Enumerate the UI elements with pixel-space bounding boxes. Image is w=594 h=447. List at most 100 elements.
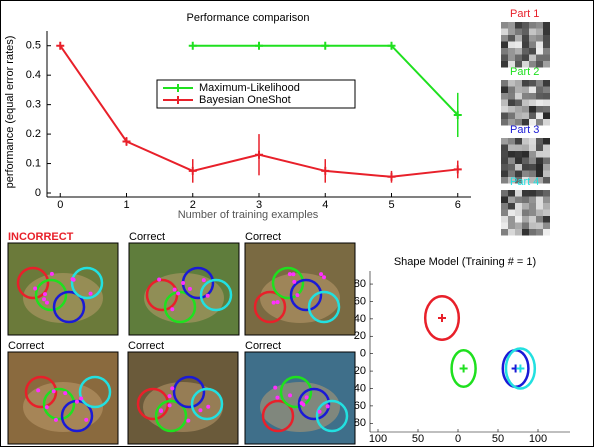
patch-pixel xyxy=(543,203,550,210)
feature-dot xyxy=(181,281,185,285)
example-label: Correct xyxy=(245,231,281,243)
patch-pixel xyxy=(515,42,522,49)
patch-pixel xyxy=(543,93,550,100)
patch-pixel xyxy=(501,164,508,171)
y-tick-label: 0 xyxy=(360,348,366,360)
patch-pixel xyxy=(536,113,543,120)
patch-pixel xyxy=(543,210,550,217)
x-tick-label: 1 xyxy=(123,199,129,211)
patch-pixel xyxy=(543,42,550,49)
patch-pixel xyxy=(501,100,508,107)
patch-pixel xyxy=(543,164,550,171)
patch-pixel xyxy=(543,151,550,158)
feature-dot xyxy=(63,391,67,395)
feature-dot xyxy=(89,292,93,296)
feature-dot xyxy=(319,272,323,276)
patch-pixel xyxy=(543,145,550,152)
y-tick-label: 80 xyxy=(354,417,366,429)
feature-dot xyxy=(275,396,279,400)
x-tick-label: 100 xyxy=(369,433,387,445)
patch-pixel xyxy=(543,106,550,113)
figure: Performance comparisonNumber of training… xyxy=(0,0,594,447)
patch-pixel xyxy=(529,164,536,171)
feature-dot xyxy=(52,389,56,393)
patch-pixel xyxy=(501,22,508,29)
part-label: Part 1 xyxy=(510,8,539,20)
patch-pixel xyxy=(522,145,529,152)
patch-pixel xyxy=(508,158,515,165)
patch-pixel xyxy=(543,171,550,178)
patch-pixel xyxy=(501,145,508,152)
patch-pixel xyxy=(501,158,508,165)
patch-pixel xyxy=(522,223,529,230)
part-patch xyxy=(501,190,550,236)
feature-dot xyxy=(272,301,276,305)
legend-label: Maximum-Likelihood xyxy=(199,82,300,94)
patch-pixel xyxy=(543,190,550,197)
patch-pixel xyxy=(515,210,522,217)
feature-dot xyxy=(79,396,83,400)
patch-pixel xyxy=(522,106,529,113)
patch-pixel xyxy=(536,223,543,230)
feature-dot xyxy=(198,408,202,412)
y-tick-label: 40 xyxy=(354,382,366,394)
feature-dot xyxy=(288,272,292,276)
patch-pixel xyxy=(501,216,508,223)
patch-pixel xyxy=(515,197,522,204)
patch-pixel xyxy=(508,55,515,62)
patch-pixel xyxy=(501,223,508,230)
patch-pixel xyxy=(515,35,522,42)
x-axis-label: Number of training examples xyxy=(178,209,319,221)
patch-pixel xyxy=(508,210,515,217)
y-tick-label: 20 xyxy=(354,330,366,342)
patch-pixel xyxy=(508,87,515,94)
patch-pixel xyxy=(515,80,522,87)
y-tick-label: 0.1 xyxy=(26,157,41,169)
y-tick-label: 0.4 xyxy=(26,69,41,81)
patch-pixel xyxy=(522,93,529,100)
y-tick-label: 60 xyxy=(354,400,366,412)
patch-pixel xyxy=(543,87,550,94)
patch-pixel xyxy=(508,80,515,87)
patch-pixel xyxy=(501,197,508,204)
feature-dot xyxy=(186,419,190,423)
patch-pixel xyxy=(522,210,529,217)
patch-pixel xyxy=(501,55,508,62)
patch-pixel xyxy=(543,113,550,120)
patch-pixel xyxy=(508,22,515,29)
patch-pixel xyxy=(508,151,515,158)
patch-pixel xyxy=(522,113,529,120)
y-tick-label: 0 xyxy=(35,187,41,199)
patch-pixel xyxy=(543,35,550,42)
feature-dot xyxy=(295,293,299,297)
patch-pixel xyxy=(515,55,522,62)
x-tick-label: 100 xyxy=(529,433,547,445)
patch-pixel xyxy=(536,164,543,171)
patch-pixel xyxy=(515,48,522,55)
patch-pixel xyxy=(522,216,529,223)
patch-pixel xyxy=(522,229,529,236)
patch-pixel xyxy=(501,190,508,197)
patch-pixel xyxy=(515,164,522,171)
patch-pixel xyxy=(536,145,543,152)
patch-pixel xyxy=(501,171,508,178)
patch-pixel xyxy=(508,113,515,120)
example-label: Correct xyxy=(129,231,165,243)
patch-pixel xyxy=(536,55,543,62)
patch-pixel xyxy=(515,100,522,107)
feature-dot xyxy=(291,272,295,276)
chart-title: Shape Model (Training # = 1) xyxy=(394,256,536,268)
x-tick-label: 50 xyxy=(412,433,424,445)
patch-pixel xyxy=(515,190,522,197)
feature-dot xyxy=(273,386,277,390)
patch-pixel xyxy=(515,138,522,145)
patch-pixel xyxy=(536,100,543,107)
x-tick-label: 2 xyxy=(190,199,196,211)
patch-pixel xyxy=(515,151,522,158)
patch-pixel xyxy=(529,29,536,36)
y-tick-label: 60 xyxy=(354,295,366,307)
patch-pixel xyxy=(508,197,515,204)
patch-pixel xyxy=(543,197,550,204)
patch-pixel xyxy=(501,119,508,126)
patch-pixel xyxy=(501,80,508,87)
